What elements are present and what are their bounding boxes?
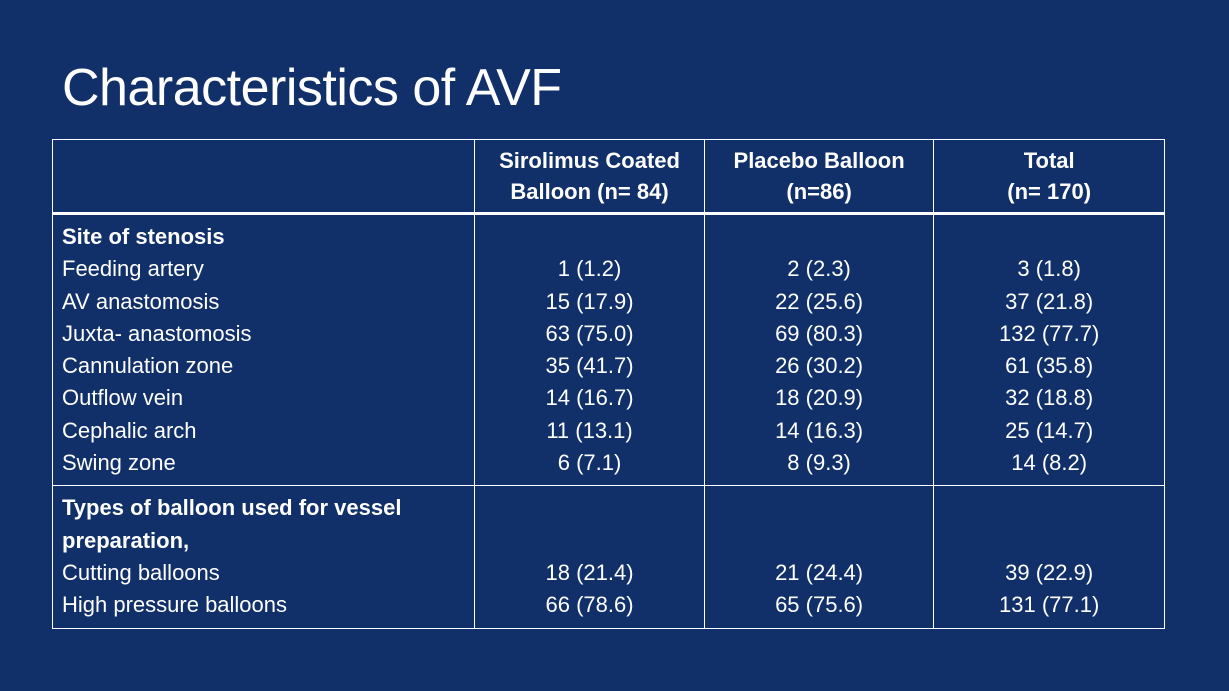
row-label: High pressure balloons bbox=[62, 592, 288, 618]
cell-placebo: 2 (2.3) bbox=[787, 256, 851, 282]
cell-sirolimus: 15 (17.9) bbox=[545, 288, 634, 314]
cell-total: 131 (77.1) bbox=[999, 592, 1100, 618]
row-label: Outflow vein bbox=[62, 385, 184, 411]
section1-placebo-column: 2 (2.3) 22 (25.6) 69 (80.3) 26 (30.2) 18… bbox=[703, 213, 935, 487]
header-sirolimus-line1: Sirolimus Coated bbox=[499, 148, 680, 173]
cell-total: 37 (21.8) bbox=[1005, 288, 1094, 314]
section1-label-column: Site of stenosis Feeding artery AV anast… bbox=[51, 213, 476, 487]
cell-placebo: 14 (16.3) bbox=[775, 417, 864, 443]
cell-sirolimus: 66 (78.6) bbox=[545, 592, 634, 618]
row-label: Feeding artery bbox=[62, 256, 204, 282]
section2-label-column: Types of balloon used for vessel prepara… bbox=[51, 485, 476, 629]
section-balloon-types: Types of balloon used for vessel prepara… bbox=[51, 485, 1165, 629]
cell-sirolimus: 1 (1.2) bbox=[557, 256, 622, 282]
row-label: Cephalic arch bbox=[62, 417, 197, 443]
row-label: AV anastomosis bbox=[62, 288, 220, 314]
header-sirolimus-line2: Balloon (n= 84) bbox=[510, 179, 669, 204]
section1-total-column: 3 (1.8) 37 (21.8) 132 (77.7) 61 (35.8) 3… bbox=[933, 213, 1165, 487]
row-label: Swing zone bbox=[62, 450, 176, 476]
header-placebo: Placebo Balloon (n=86) bbox=[703, 139, 935, 215]
section2-total-column: 39 (22.9) 131 (77.1) bbox=[933, 485, 1165, 629]
section2-placebo-column: 21 (24.4) 65 (75.6) bbox=[703, 485, 935, 629]
section-heading-cont: preparation, bbox=[62, 527, 190, 553]
cell-sirolimus: 63 (75.0) bbox=[545, 320, 634, 346]
cell-placebo: 22 (25.6) bbox=[775, 288, 864, 314]
characteristics-table: Sirolimus Coated Balloon (n= 84) Placebo… bbox=[51, 139, 1165, 629]
cell-total: 132 (77.7) bbox=[999, 320, 1100, 346]
row-label: Cannulation zone bbox=[62, 353, 234, 379]
header-total-line2: (n= 170) bbox=[1007, 179, 1092, 204]
cell-total: 3 (1.8) bbox=[1017, 256, 1081, 282]
cell-placebo: 18 (20.9) bbox=[775, 385, 864, 411]
row-label: Juxta- anastomosis bbox=[62, 320, 252, 346]
cell-total: 39 (22.9) bbox=[1005, 559, 1094, 585]
cell-sirolimus: 14 (16.7) bbox=[545, 385, 634, 411]
header-empty-cell bbox=[51, 139, 476, 215]
cell-placebo: 69 (80.3) bbox=[775, 320, 864, 346]
cell-placebo: 8 (9.3) bbox=[787, 450, 851, 476]
header-placebo-line2: (n=86) bbox=[786, 179, 852, 204]
header-placebo-line1: Placebo Balloon bbox=[733, 148, 905, 173]
cell-total: 61 (35.8) bbox=[1005, 353, 1094, 379]
cell-sirolimus: 11 (13.1) bbox=[546, 417, 633, 443]
cell-sirolimus: 35 (41.7) bbox=[545, 353, 634, 379]
header-total-line1: Total bbox=[1023, 148, 1075, 173]
header-total: Total (n= 170) bbox=[933, 139, 1165, 215]
section2-sirolimus-column: 18 (21.4) 66 (78.6) bbox=[474, 485, 705, 629]
cell-placebo: 21 (24.4) bbox=[775, 559, 864, 585]
row-label: Cutting balloons bbox=[62, 559, 220, 585]
cell-placebo: 26 (30.2) bbox=[775, 353, 864, 379]
section-heading: Site of stenosis bbox=[62, 224, 225, 249]
section-heading: Types of balloon used for vessel bbox=[62, 495, 402, 521]
cell-total: 14 (8.2) bbox=[1011, 450, 1088, 476]
cell-sirolimus: 18 (21.4) bbox=[545, 559, 634, 585]
cell-total: 25 (14.7) bbox=[1005, 417, 1094, 443]
header-sirolimus: Sirolimus Coated Balloon (n= 84) bbox=[474, 139, 705, 215]
cell-sirolimus: 6 (7.1) bbox=[557, 450, 622, 476]
section1-sirolimus-column: 1 (1.2) 15 (17.9) 63 (75.0) 35 (41.7) 14… bbox=[474, 213, 705, 487]
table-header-row: Sirolimus Coated Balloon (n= 84) Placebo… bbox=[51, 139, 1165, 215]
section-site-of-stenosis: Site of stenosis Feeding artery AV anast… bbox=[51, 213, 1165, 487]
slide-title: Characteristics of AVF bbox=[62, 59, 562, 117]
cell-placebo: 65 (75.6) bbox=[775, 592, 864, 618]
cell-total: 32 (18.8) bbox=[1005, 385, 1094, 411]
